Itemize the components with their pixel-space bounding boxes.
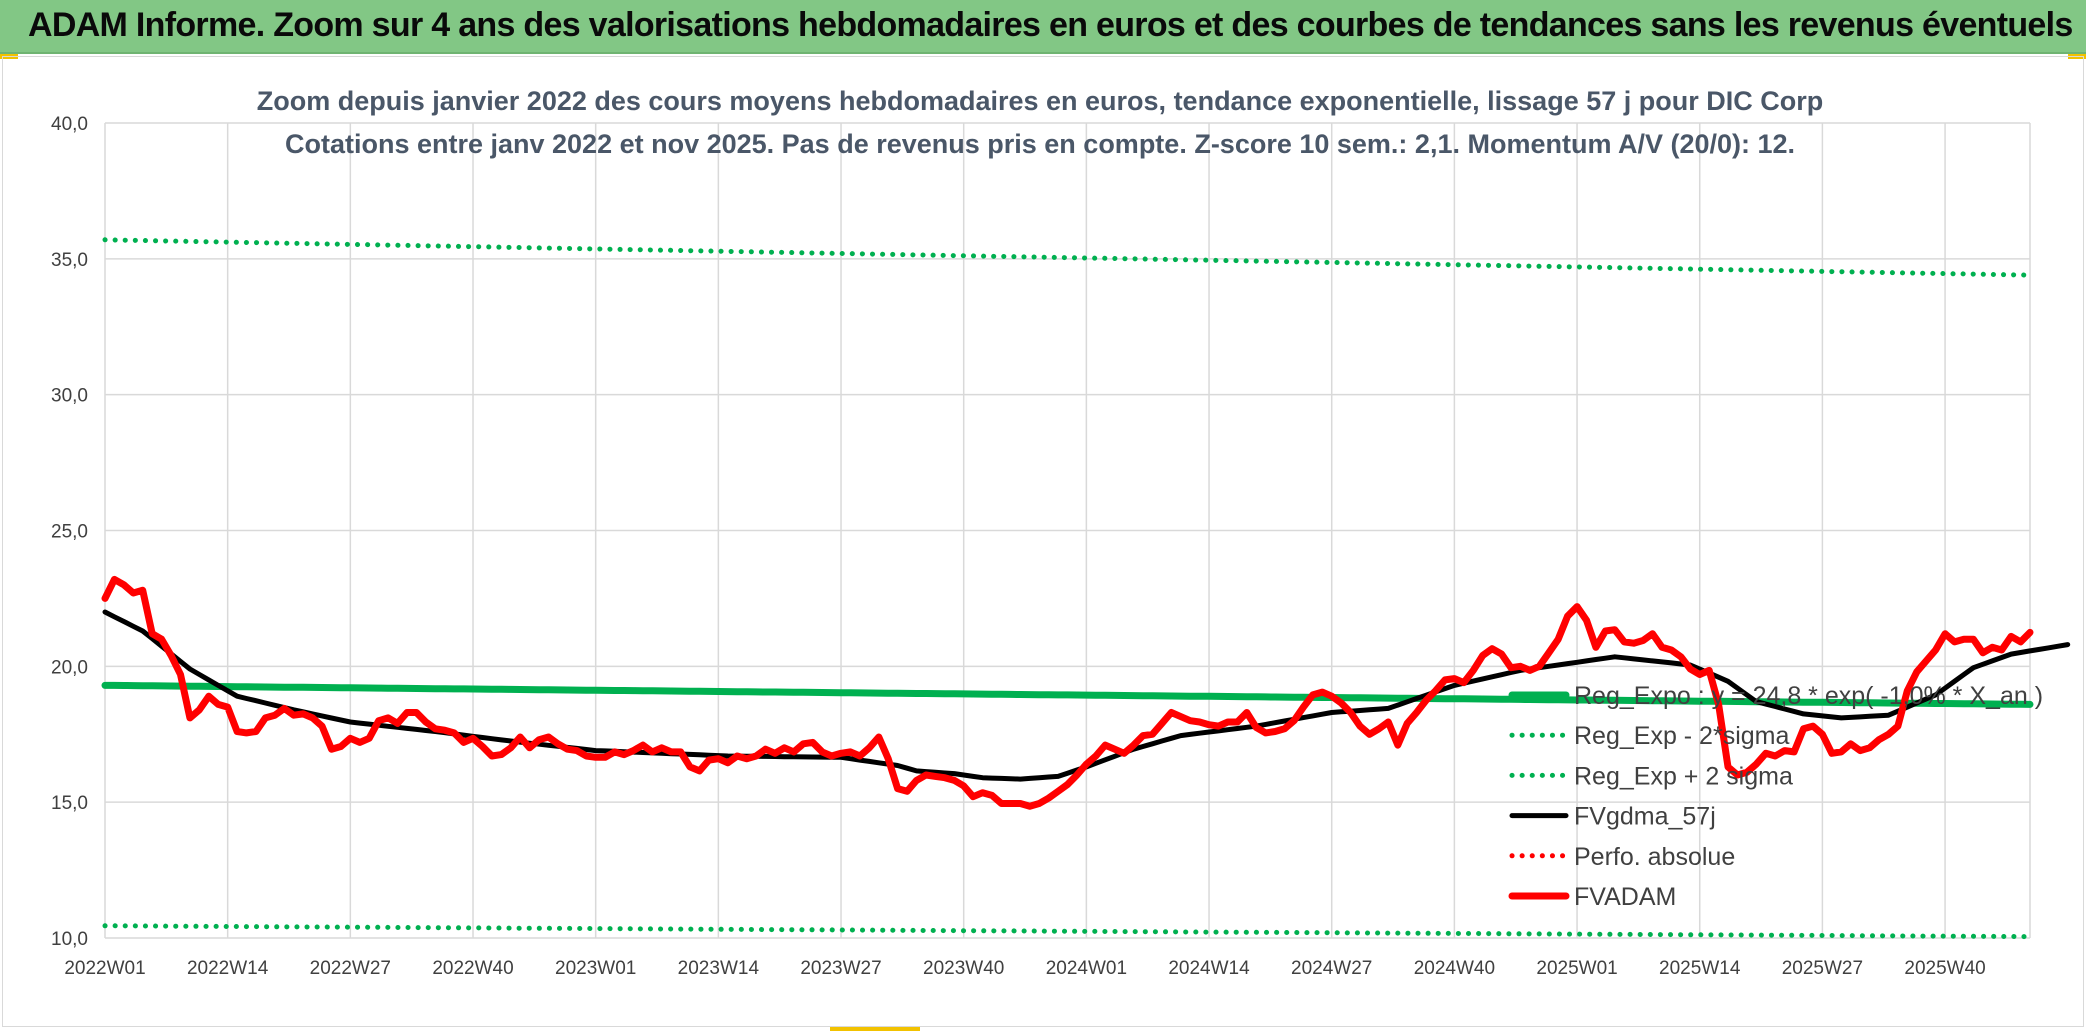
legend-label: FVADAM	[1574, 883, 1676, 911]
accent-bottom	[830, 1027, 920, 1031]
y-tick-label: 35,0	[51, 250, 88, 271]
legend-label: Reg_Expo : y = 24,8 * exp( -1,0% * X_an …	[1574, 682, 2043, 710]
report-banner: ADAM Informe. Zoom sur 4 ans des valoris…	[0, 0, 2086, 54]
x-tick-label: 2022W01	[64, 958, 145, 979]
x-tick-label: 2022W14	[187, 958, 269, 979]
series-line-regexpo	[101, 681, 2034, 708]
x-tick-label: 2024W14	[1168, 958, 1250, 979]
y-tick-label: 30,0	[51, 386, 88, 407]
legend-label: Perfo. absolue	[1574, 843, 1735, 871]
axis-labels: 10,0 15,0 20,0 25,0 30,0 35,0 40,0 2022W01 2022W…	[51, 114, 1986, 979]
grid-lines	[104, 122, 2031, 939]
legend-label: Reg_Exp + 2 sigma	[1574, 762, 1793, 790]
report-title: ADAM Informe. Zoom sur 4 ans des valoris…	[28, 6, 2073, 44]
x-tick-label: 2025W01	[1536, 958, 1617, 979]
x-tick-label: 2025W14	[1659, 958, 1741, 979]
series-layer	[101, 237, 2071, 940]
chart-frame	[2, 56, 2084, 1027]
y-tick-label: 40,0	[51, 114, 88, 135]
x-tick-label: 2023W40	[923, 958, 1004, 979]
series-line-fvadam	[101, 575, 2034, 810]
y-tick-label: 15,0	[51, 793, 88, 814]
series-line-regexp	[102, 923, 2033, 940]
x-tick-label: 2024W27	[1291, 958, 1372, 979]
y-tick-label: 20,0	[51, 657, 88, 678]
x-tick-label: 2023W14	[678, 958, 760, 979]
x-tick-label: 2023W01	[555, 958, 636, 979]
x-tick-label: 2024W40	[1414, 958, 1495, 979]
legend: Reg_Expo : y = 24,8 * exp( -1,0% * X_an …	[1508, 682, 2043, 911]
y-tick-label: 25,0	[51, 522, 88, 543]
x-tick-label: 2025W40	[1904, 958, 1985, 979]
x-tick-label: 2024W01	[1046, 958, 1127, 979]
chart-title: Zoom depuis janvier 2022 des cours moyen…	[257, 86, 1823, 116]
legend-label: Reg_Exp - 2*sigma	[1574, 722, 1789, 750]
x-tick-label: 2023W27	[800, 958, 881, 979]
x-tick-label: 2022W27	[310, 958, 391, 979]
x-tick-label: 2022W40	[432, 958, 513, 979]
legend-label: FVgdma_57j	[1574, 803, 1716, 831]
x-tick-label: 2025W27	[1782, 958, 1863, 979]
chart-subtitle: Cotations entre janv 2022 et nov 2025. P…	[285, 129, 1795, 159]
y-tick-label: 10,0	[51, 929, 88, 950]
series-line-regexp	[102, 237, 2033, 278]
